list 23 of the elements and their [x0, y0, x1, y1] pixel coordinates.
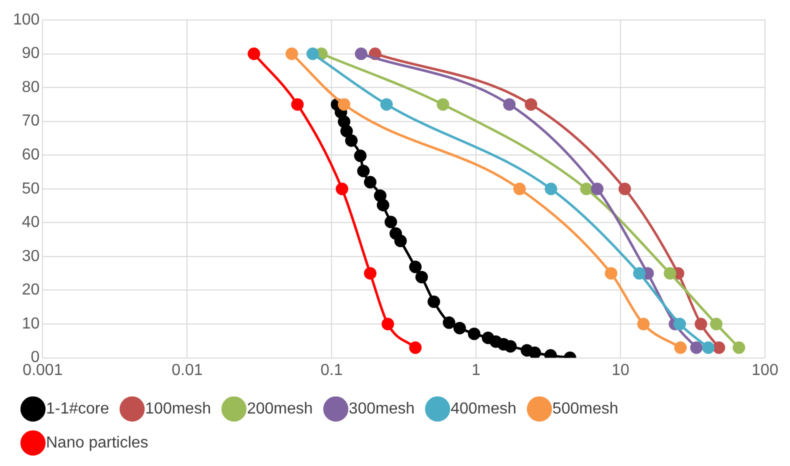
- y-tick-label: 50: [22, 180, 40, 198]
- y-tick-label: 60: [22, 146, 40, 164]
- y-tick-label: 40: [22, 214, 40, 232]
- x-tick-label: 0.01: [172, 362, 203, 379]
- legend-label: 1-1#core: [46, 400, 110, 418]
- y-tick-label: 80: [22, 78, 40, 96]
- y-tick-label: 90: [22, 45, 40, 62]
- y-tick-label: 70: [22, 112, 40, 130]
- x-tick-label: 0.001: [22, 362, 63, 379]
- y-tick-label: 20: [22, 282, 40, 299]
- legend-label: 200mesh: [246, 400, 313, 418]
- x-tick-label: 10: [612, 362, 630, 379]
- x-tick-label: 100: [752, 362, 778, 379]
- legend-label: Nano particles: [46, 434, 148, 452]
- legend-label: 300mesh: [348, 400, 415, 418]
- x-tick-label: 0.1: [320, 362, 343, 379]
- y-tick-label: 30: [22, 248, 40, 265]
- x-tick-label: 1: [472, 362, 481, 379]
- y-tick-label: 10: [22, 315, 40, 332]
- y-tick-label: 100: [12, 11, 40, 28]
- legend-label: 100mesh: [145, 400, 211, 418]
- legend-label: 400mesh: [450, 400, 516, 418]
- legend-label: 500mesh: [552, 400, 618, 418]
